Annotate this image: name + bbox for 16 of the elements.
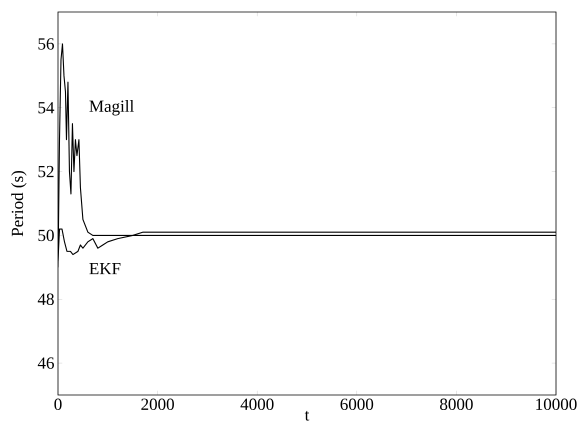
x-tick-label: 0 <box>54 398 62 410</box>
x-tick-label: 6000 <box>340 398 374 410</box>
y-tick-label: 48 <box>38 294 54 305</box>
y-tick-label: 54 <box>38 102 54 114</box>
x-axis-title: t <box>304 410 310 421</box>
y-axis-title: Period (s) <box>11 170 27 236</box>
x-tick-label: 2000 <box>141 398 174 410</box>
y-tick-label: 50 <box>38 230 54 242</box>
x-tick-label: 4000 <box>240 398 274 410</box>
series-label: Magill <box>89 100 134 116</box>
y-tick-label: 52 <box>38 166 54 178</box>
y-tick-label: 56 <box>38 38 54 50</box>
series-label: EKF <box>89 263 120 274</box>
x-tick-label: 10000 <box>536 398 577 410</box>
x-tick-label: 8000 <box>440 398 473 410</box>
y-tick-label: 46 <box>38 357 54 369</box>
